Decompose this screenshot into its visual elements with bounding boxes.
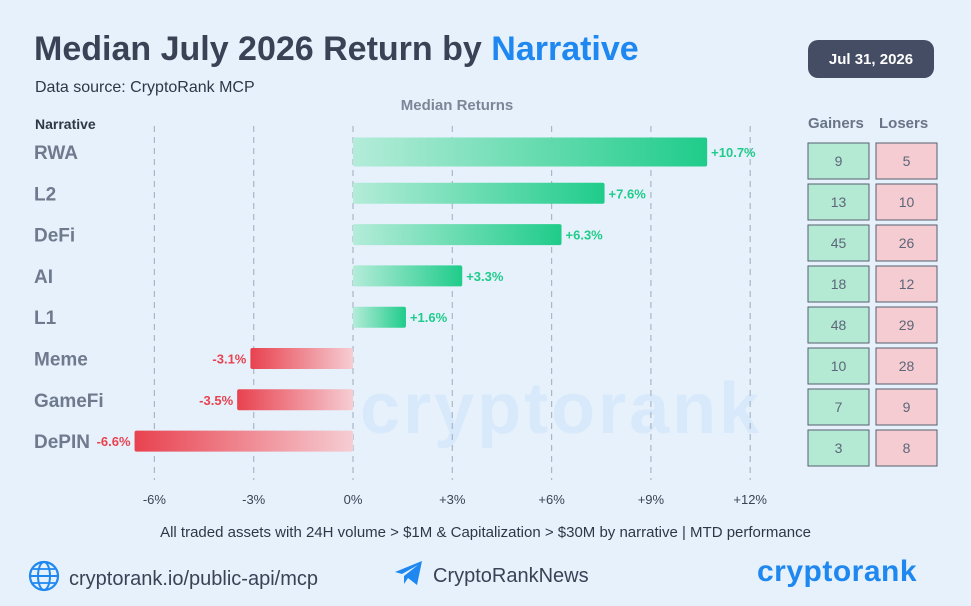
category-label: GameFi — [34, 391, 104, 412]
gainers-cell — [807, 347, 870, 385]
date-badge: Jul 31, 2026 — [808, 40, 934, 78]
bar — [353, 265, 463, 287]
gainers-value: 45 — [831, 235, 847, 251]
category-label: L1 — [34, 308, 57, 329]
data-label: +1.6% — [410, 310, 448, 325]
losers-value: 9 — [903, 399, 911, 415]
title-main: Median July 2026 Return by — [34, 30, 492, 68]
losers-value: 5 — [903, 153, 911, 169]
data-label: +3.3% — [466, 269, 504, 284]
telegram-icon — [394, 560, 424, 592]
losers-cell — [875, 265, 938, 303]
narrative-header: Narrative — [35, 116, 96, 132]
category-label: Meme — [34, 350, 88, 371]
losers-cell — [875, 224, 938, 262]
losers-cell — [875, 183, 938, 221]
gainers-cell — [807, 142, 870, 180]
x-tick-label: +9% — [638, 492, 665, 507]
brand-logo: cryptorank — [757, 555, 918, 588]
x-tick-label: +3% — [439, 492, 466, 507]
data-label: +7.6% — [609, 186, 647, 201]
category-label: DePIN — [34, 432, 90, 453]
page-title: Median July 2026 Return by Narrative — [34, 30, 639, 69]
x-axis-title: Median Returns — [400, 97, 514, 114]
losers-value: 10 — [899, 194, 915, 210]
losers-cell — [875, 306, 938, 344]
x-tick-label: 0% — [344, 492, 363, 507]
bar — [250, 348, 353, 369]
url-text: cryptorank.io/public-api/mcp — [69, 567, 318, 590]
x-tick-label: -3% — [242, 492, 266, 507]
x-tick-label: +6% — [538, 492, 565, 507]
losers-cell — [875, 347, 938, 385]
losers-value: 8 — [903, 440, 911, 456]
gainers-cell — [807, 265, 870, 303]
bar — [237, 389, 353, 411]
category-label: L2 — [34, 184, 56, 205]
losers-cell — [875, 429, 938, 467]
data-label: -6.6% — [97, 434, 131, 449]
gainers-header: Gainers — [808, 115, 864, 132]
x-tick-label: -6% — [143, 492, 167, 507]
category-label: DeFi — [34, 226, 75, 247]
gainers-value: 48 — [831, 317, 847, 333]
bar — [353, 182, 605, 204]
category-label: RWA — [34, 143, 78, 164]
losers-header: Losers — [879, 115, 929, 132]
gainers-value: 18 — [831, 276, 847, 292]
losers-value: 29 — [899, 317, 915, 333]
gainers-value: 3 — [835, 440, 843, 456]
gainers-cell — [807, 224, 870, 262]
x-tick-label: +12% — [733, 492, 767, 507]
losers-cell — [875, 142, 938, 180]
title-accent: Narrative — [491, 30, 639, 68]
bar — [353, 306, 406, 328]
losers-value: 12 — [899, 276, 915, 292]
gainers-value: 9 — [835, 153, 843, 169]
data-label: -3.1% — [212, 352, 246, 367]
data-source: Data source: CryptoRank MCP — [35, 79, 255, 96]
losers-value: 28 — [899, 358, 915, 374]
gainers-cell — [807, 306, 870, 344]
data-label: -3.5% — [199, 393, 233, 408]
bar — [134, 430, 353, 452]
footer-url[interactable]: cryptorank.io/public-api/mcp — [28, 560, 318, 598]
globe-icon — [28, 560, 60, 598]
gainers-cell — [807, 183, 870, 221]
losers-value: 26 — [899, 235, 915, 251]
data-label: +6.3% — [566, 228, 604, 243]
data-label: +10.7% — [711, 145, 756, 160]
telegram-text: CryptoRankNews — [433, 564, 589, 587]
bar — [353, 224, 562, 246]
gainers-value: 10 — [831, 358, 847, 374]
gainers-cell — [807, 429, 870, 467]
footer-telegram[interactable]: CryptoRankNews — [394, 560, 589, 592]
footnote: All traded assets with 24H volume > $1M … — [160, 524, 811, 541]
losers-cell — [875, 388, 938, 426]
gainers-value: 7 — [835, 399, 843, 415]
bar — [353, 137, 708, 167]
gainers-value: 13 — [831, 194, 847, 210]
category-label: AI — [34, 267, 53, 288]
gainers-cell — [807, 388, 870, 426]
